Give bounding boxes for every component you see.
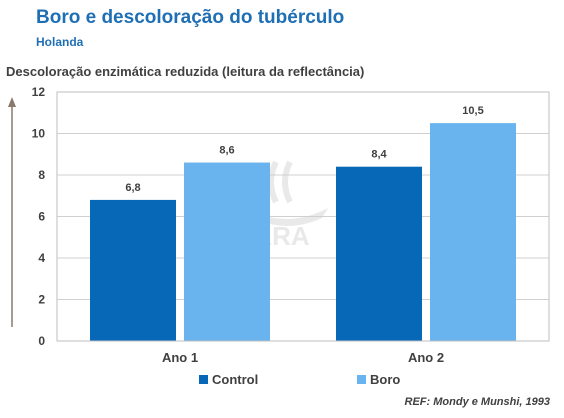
y-tick-label: 6 [38, 210, 45, 224]
x-category-label: Ano 2 [408, 350, 444, 365]
legend-label: Boro [370, 372, 400, 387]
data-label: 8,4 [371, 149, 387, 161]
chart-title: Boro e descoloração do tubérculo [36, 7, 345, 28]
chart-subtitle: Holanda [36, 35, 84, 49]
y-axis-arrow-head [8, 97, 16, 107]
reference-note: REF: Mondy e Munshi, 1993 [404, 396, 550, 408]
data-label: 10,5 [462, 105, 483, 117]
x-category-label: Ano 1 [162, 350, 198, 365]
legend-label: Control [212, 372, 258, 387]
data-label: 6,8 [125, 182, 140, 194]
legend-swatch-control [199, 375, 208, 384]
bar-boro-1 [184, 162, 270, 341]
y-axis-label: Descoloração enzimática reduzida (leitur… [6, 64, 365, 79]
y-tick-label: 0 [38, 334, 45, 348]
bar-control-2 [336, 166, 422, 341]
legend-swatch-boro [357, 375, 366, 384]
bar-boro-2 [430, 123, 516, 341]
y-tick-label: 12 [32, 85, 46, 99]
y-tick-label: 4 [38, 251, 45, 265]
y-tick-label: 2 [38, 293, 45, 307]
data-label: 8,6 [219, 145, 234, 157]
plot-area-frame [56, 91, 550, 342]
y-tick-label: 10 [32, 127, 46, 141]
bar-control-1 [90, 199, 176, 341]
y-tick-label: 8 [38, 168, 45, 182]
